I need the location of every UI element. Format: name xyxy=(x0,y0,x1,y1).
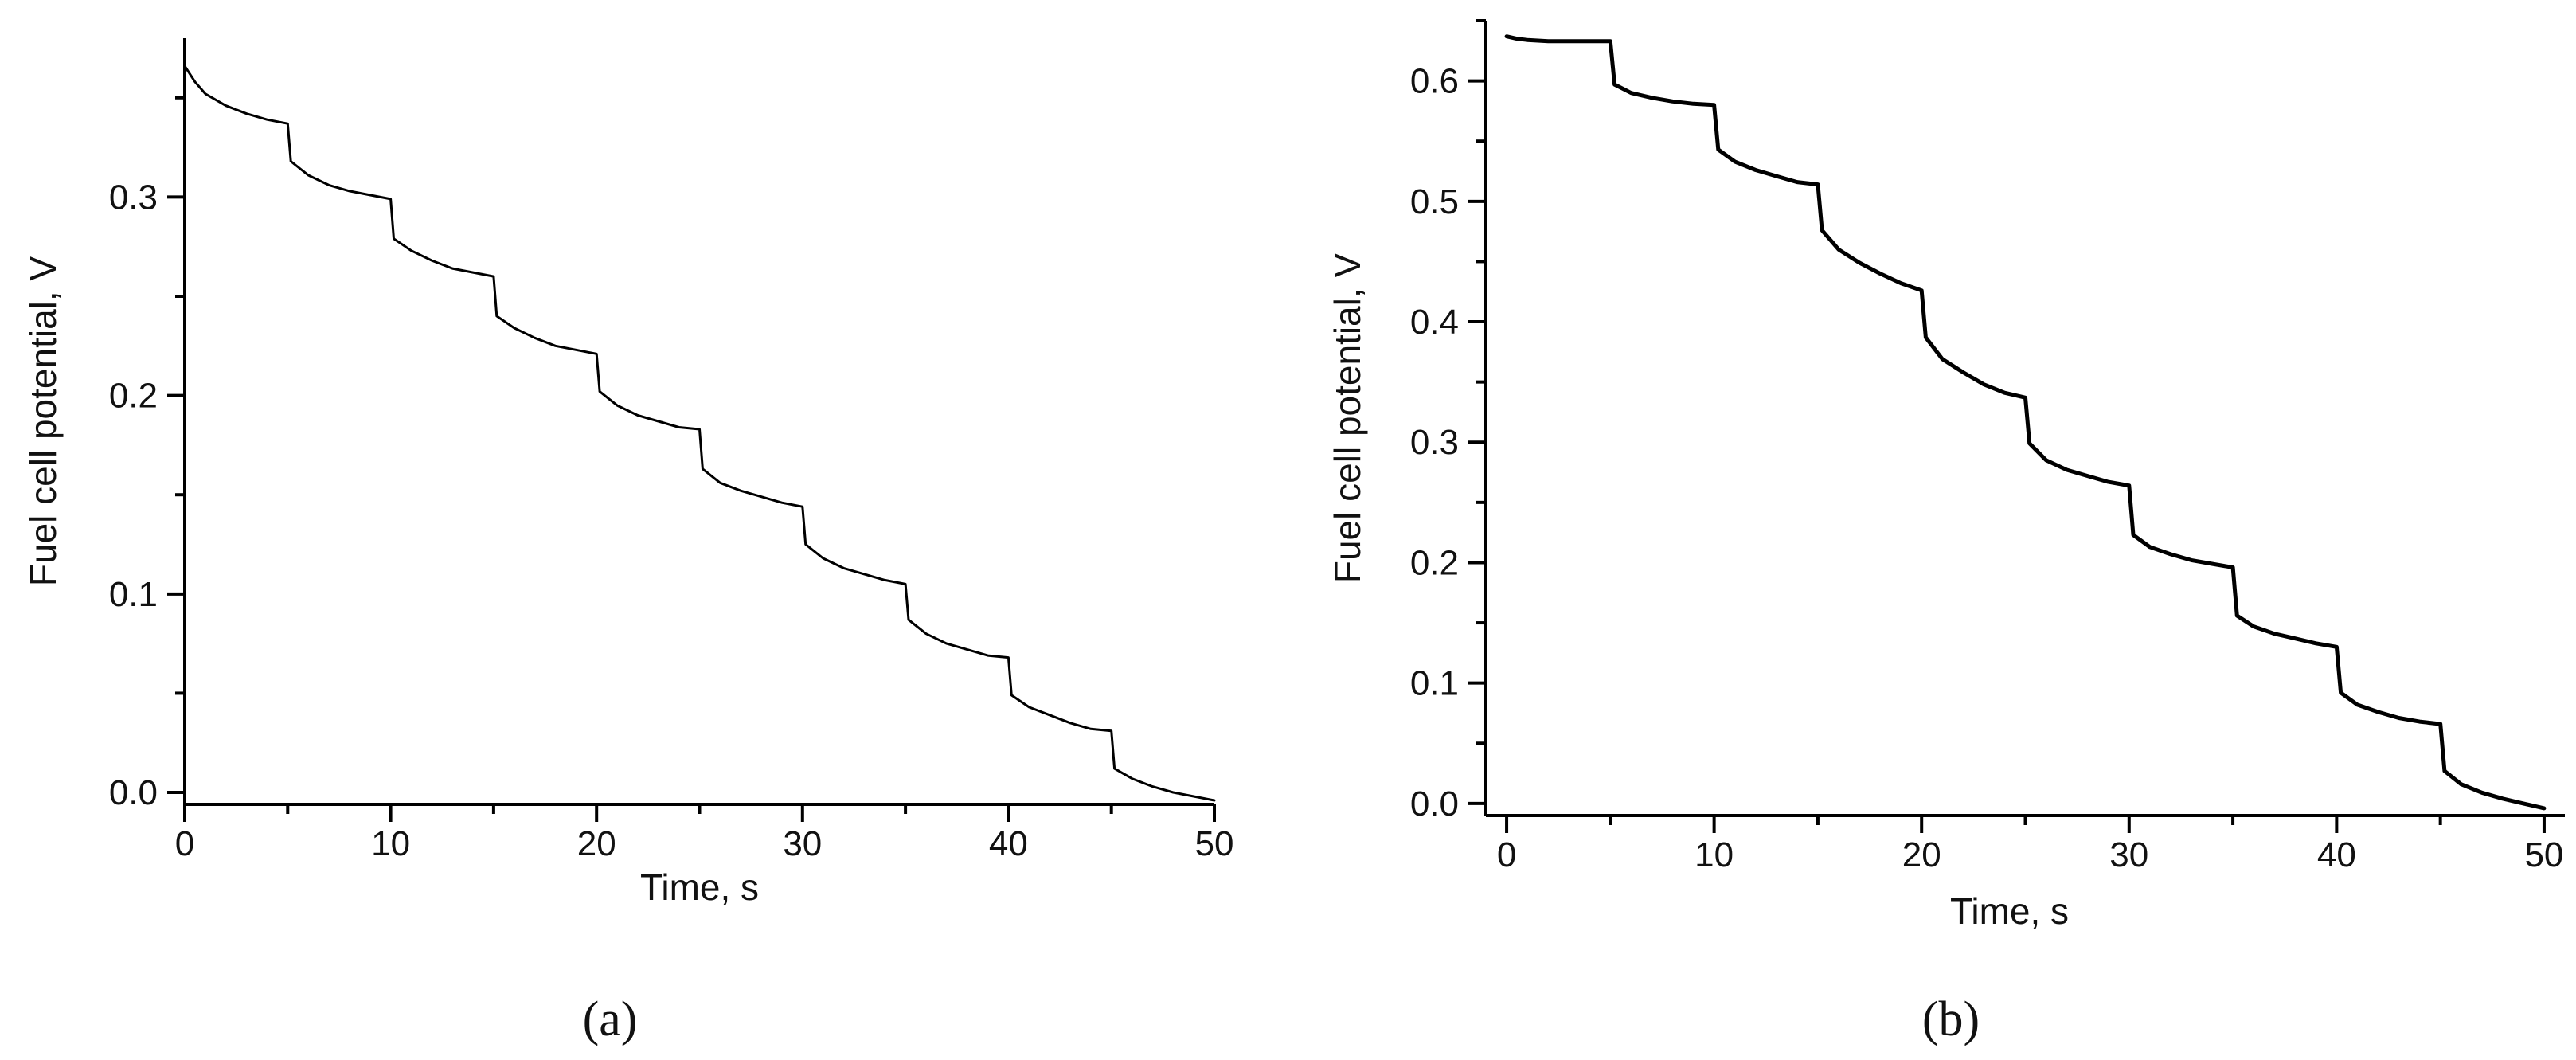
series-line-a xyxy=(183,65,1216,802)
x-tick-label: 40 xyxy=(2317,835,2356,874)
y-axis-title: Fuel cell potential, V xyxy=(22,256,64,587)
x-tick-label: 20 xyxy=(1902,835,1941,874)
chart-panel-a: 0 10 20 30 40 50 0.0 0.1 0.2 0.3 Time, s Fuel cell … xyxy=(22,38,1233,1046)
y-tick-label: 0.1 xyxy=(1410,664,1459,703)
y-tick-label: 0.6 xyxy=(1410,62,1459,101)
x-axis-title: Time, s xyxy=(640,866,759,908)
chart-panel-b: 0 10 20 30 40 50 0.0 0.1 0.2 0.3 0.4 0.5 0.6 Time, s F… xyxy=(1327,19,2565,1046)
x-tick-label: 50 xyxy=(1195,824,1234,863)
series-line-b xyxy=(1504,34,2547,811)
x-tick-label: 40 xyxy=(989,824,1028,863)
x-tick-label: 30 xyxy=(2109,835,2148,874)
x-tick-label: 10 xyxy=(371,824,410,863)
y-tick-label: 0.4 xyxy=(1410,303,1459,342)
x-tick-label: 10 xyxy=(1695,835,1734,874)
y-tick-label: 0.1 xyxy=(109,575,158,614)
y-tick-label: 0.0 xyxy=(109,773,158,812)
y-tick-label: 0.3 xyxy=(109,178,158,217)
x-tick-label: 0 xyxy=(1497,835,1516,874)
x-tick-label: 50 xyxy=(2524,835,2563,874)
y-tick-label: 0.0 xyxy=(1410,784,1459,823)
x-axis-title: Time, s xyxy=(1950,890,2069,932)
y-tick-label: 0.5 xyxy=(1410,182,1459,221)
y-axis-title: Fuel cell potential, V xyxy=(1327,253,1368,584)
y-tick-label: 0.2 xyxy=(109,377,158,416)
x-tick-label: 20 xyxy=(577,824,616,863)
panel-caption-b: (b) xyxy=(1922,992,1980,1046)
y-tick-label: 0.2 xyxy=(1410,543,1459,582)
y-tick-label: 0.3 xyxy=(1410,423,1459,462)
x-tick-label: 30 xyxy=(783,824,822,863)
x-tick-label: 0 xyxy=(175,824,194,863)
panel-caption-a: (a) xyxy=(583,992,638,1046)
